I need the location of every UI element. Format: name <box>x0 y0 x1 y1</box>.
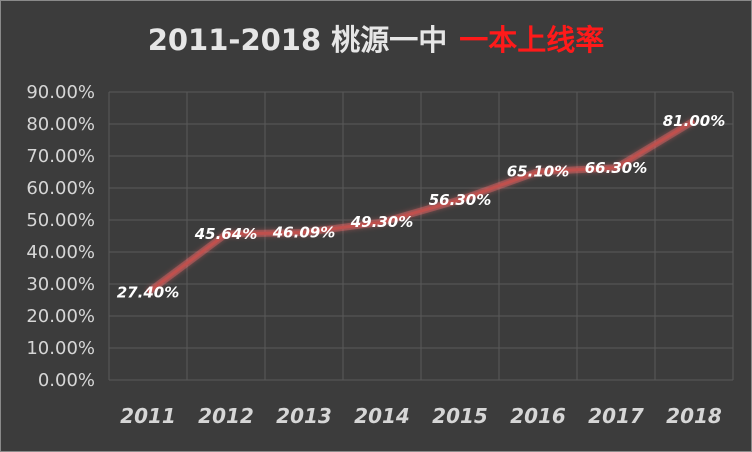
y-axis-ticks: 0.00% 10.00% 20.00% 30.00% 40.00% 50.00% 60.00… <box>26 82 95 391</box>
data-label: 45.64% <box>194 225 257 243</box>
chart-title: 2011-2018 桃源一中 一本上线率 <box>1 17 751 59</box>
x-axis-ticks: 2011 2012 2013 2014 2015 2016 2017 2018 <box>120 404 722 428</box>
data-label: 66.30% <box>585 159 647 177</box>
x-tick-label: 2016 <box>510 404 566 428</box>
data-label: 81.00% <box>663 112 725 130</box>
x-tick-label: 2011 <box>120 404 176 428</box>
y-tick-label: 60.00% <box>26 178 95 199</box>
chart-title-main: 2011-2018 桃源一中 <box>147 23 448 57</box>
data-labels: 27.40% 45.64% 46.09% 49.30% 56.30% 65.10% 66.3… <box>117 112 725 302</box>
series-line-group <box>145 117 696 296</box>
y-tick-label: 0.00% <box>38 370 95 391</box>
data-label: 56.30% <box>429 191 491 209</box>
y-tick-label: 30.00% <box>26 274 95 295</box>
y-tick-label: 10.00% <box>26 338 95 359</box>
x-tick-label: 2017 <box>588 404 644 428</box>
y-tick-label: 90.00% <box>26 82 95 103</box>
y-tick-label: 40.00% <box>26 242 95 263</box>
x-tick-label: 2015 <box>432 404 488 428</box>
data-label: 65.10% <box>507 163 569 181</box>
data-label: 27.40% <box>117 283 179 301</box>
data-label: 49.30% <box>350 213 413 231</box>
y-tick-label: 20.00% <box>26 306 95 327</box>
series-line <box>147 119 695 294</box>
x-tick-label: 2013 <box>276 404 332 428</box>
chart-title-accent: 一本上线率 <box>459 23 605 57</box>
data-label: 46.09% <box>272 224 335 242</box>
y-tick-label: 70.00% <box>26 146 95 167</box>
x-tick-label: 2012 <box>198 404 254 428</box>
y-tick-label: 50.00% <box>26 210 95 231</box>
x-tick-label: 2014 <box>354 404 410 428</box>
y-tick-label: 80.00% <box>26 114 95 135</box>
x-tick-label: 2018 <box>666 404 722 428</box>
